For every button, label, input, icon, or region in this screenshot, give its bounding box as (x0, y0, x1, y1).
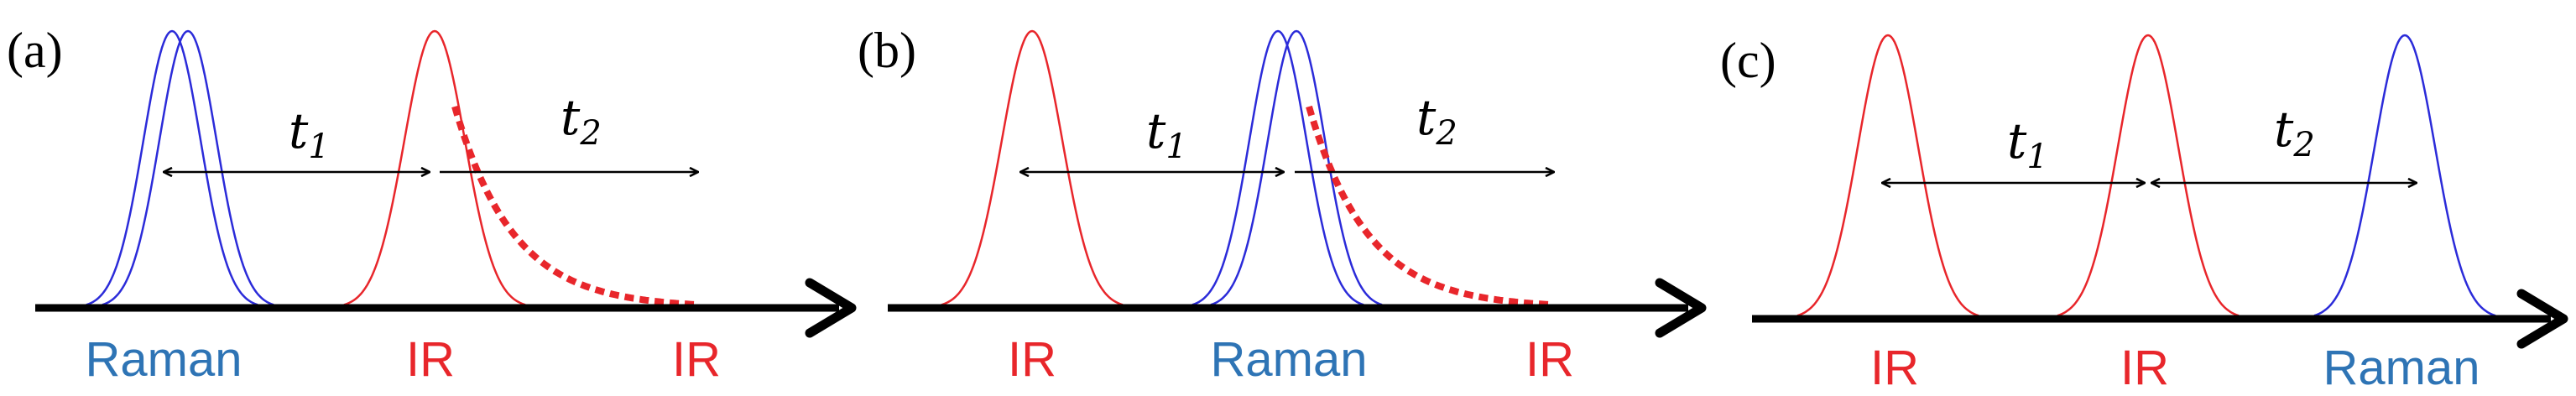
panel-c: (c) t1 t2 IR IR Raman (1720, 33, 2568, 395)
panel-a-raman-pulse-2 (102, 29, 274, 306)
panel-c-ir-pulse-2 (2057, 34, 2240, 317)
panel-c-ir-label-2: IR (2120, 341, 2169, 395)
panel-a-ir-pulse (343, 29, 526, 306)
panel-c-raman-pulse (2313, 34, 2496, 317)
panel-c-t2-label: t2 (2274, 101, 2315, 164)
panel-c-label: (c) (1720, 33, 1776, 88)
panel-b-label: (b) (858, 23, 916, 78)
panel-b-axis-arrowhead (1655, 278, 1707, 338)
panel-b-raman-label: Raman (1211, 332, 1368, 387)
panel-b-raman-pulse-1 (1192, 29, 1364, 306)
panel-a-raman-label: Raman (86, 332, 242, 387)
panel-a: (a) t1 t2 Raman IR IR (7, 23, 857, 387)
panel-c-axis-arrowhead (2516, 289, 2568, 349)
panel-c-t1-label: t1 (2007, 112, 2048, 176)
panel-a-ir-label-1: IR (406, 332, 455, 387)
panel-c-raman-label: Raman (2323, 341, 2480, 395)
panel-a-label: (a) (7, 23, 63, 78)
panel-b: (b) t1 t2 IR Raman IR (858, 23, 1707, 387)
panel-a-ir-label-2: IR (672, 332, 721, 387)
panel-b-ir-pulse (941, 29, 1124, 306)
panel-b-ir-label-2: IR (1525, 332, 1574, 387)
panel-c-ir-pulse-1 (1796, 34, 1979, 317)
panel-c-ir-label-1: IR (1870, 341, 1919, 395)
panel-a-ir-decay (451, 105, 697, 309)
panel-a-t1-label: t1 (289, 102, 330, 166)
panel-b-t1-label: t1 (1146, 102, 1187, 166)
panel-a-t2-label: t2 (561, 89, 602, 153)
panel-b-ir-label-1: IR (1008, 332, 1056, 387)
panel-b-ir-decay (1306, 105, 1551, 309)
panel-b-t2-label: t2 (1416, 89, 1457, 153)
panel-a-axis-arrowhead (805, 278, 857, 338)
panel-a-raman-pulse-1 (86, 29, 258, 306)
panel-b-raman-pulse-2 (1210, 29, 1383, 306)
